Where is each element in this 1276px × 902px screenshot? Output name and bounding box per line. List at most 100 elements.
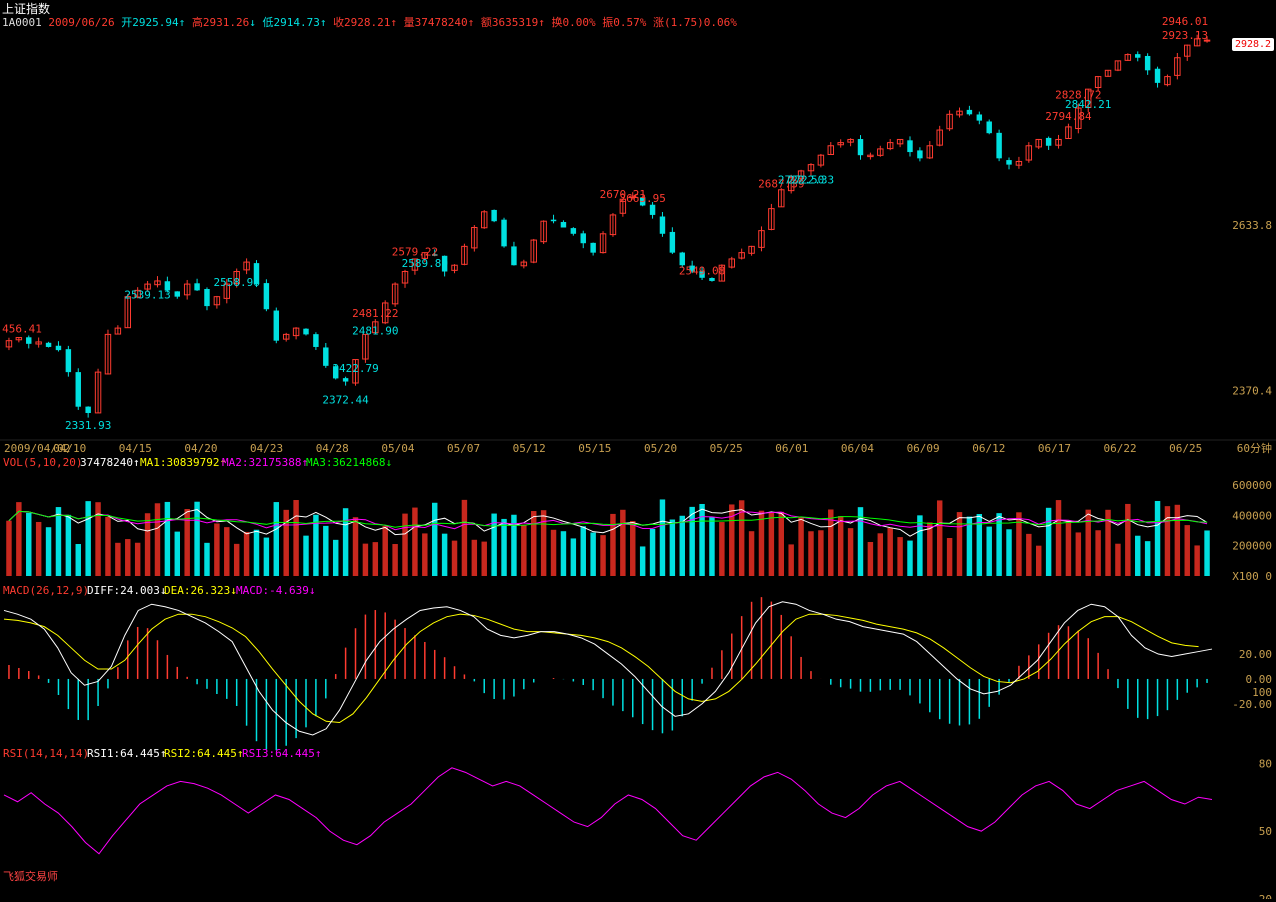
price-candle bbox=[421, 252, 429, 259]
change-value: 涨(1.75)0.06% bbox=[653, 16, 737, 29]
volume-bar bbox=[758, 510, 765, 576]
volume-bar bbox=[204, 542, 210, 576]
volume-bar bbox=[719, 522, 725, 576]
volume-axis-label: X100 0 bbox=[1232, 570, 1272, 583]
date-tick-label: 06/04 bbox=[841, 442, 874, 455]
price-candle bbox=[1045, 137, 1052, 146]
date-tick-label: 04/10 bbox=[53, 442, 86, 455]
price-candle bbox=[481, 211, 488, 229]
volume-bar bbox=[481, 541, 487, 576]
price-candle bbox=[401, 271, 409, 284]
price-candle bbox=[1015, 160, 1023, 166]
volume-legend-ma3: MA3:36214868↓ bbox=[306, 456, 392, 469]
volume-bar bbox=[1026, 533, 1032, 576]
volume-bar bbox=[1006, 529, 1012, 576]
price-candle bbox=[709, 278, 715, 281]
volume-bar bbox=[1204, 530, 1210, 576]
low-annotation: 2842.21 bbox=[1065, 98, 1111, 111]
macd-legend-diff: DIFF:24.003↓ bbox=[87, 584, 166, 597]
volume-bar bbox=[154, 503, 161, 576]
price-candle bbox=[619, 198, 627, 214]
volume-bar bbox=[1135, 535, 1141, 576]
price-candle bbox=[886, 142, 894, 150]
volume-bar bbox=[402, 513, 408, 576]
price-candle bbox=[154, 280, 161, 286]
volume-bar bbox=[580, 526, 586, 576]
volume-bar bbox=[639, 546, 646, 576]
date-tick-label: 05/07 bbox=[447, 442, 480, 455]
date-tick-label: 06/09 bbox=[907, 442, 940, 455]
volume-bar bbox=[1105, 509, 1111, 576]
volume-bar bbox=[1055, 500, 1062, 576]
macd-axis-label: -20.00 bbox=[1232, 698, 1272, 711]
price-candle bbox=[1104, 69, 1112, 77]
price-candle bbox=[550, 219, 557, 222]
price-candle bbox=[134, 289, 141, 298]
volume-bar bbox=[85, 501, 91, 576]
volume-bar bbox=[877, 533, 884, 576]
volume-bar bbox=[125, 539, 131, 576]
price-candle bbox=[65, 349, 72, 373]
price-candle bbox=[491, 209, 497, 222]
volume-bar bbox=[174, 531, 181, 576]
high-annotation: 2687.39 bbox=[758, 177, 804, 190]
price-candle bbox=[520, 261, 528, 267]
volume-bar bbox=[1085, 509, 1091, 576]
volume-bar bbox=[659, 499, 666, 576]
price-candle bbox=[1035, 138, 1042, 148]
price-candle bbox=[114, 327, 122, 335]
volume-bar bbox=[224, 527, 230, 576]
volume-bar bbox=[828, 509, 834, 576]
open-value: 开2925.94 bbox=[121, 16, 179, 29]
volume-bar bbox=[709, 517, 715, 576]
price-candle bbox=[837, 142, 844, 146]
rsi-legend-rsi2: RSI2:64.445↑ bbox=[164, 747, 243, 760]
price-candle bbox=[124, 296, 131, 329]
volume-bar bbox=[35, 521, 42, 576]
price-candle bbox=[381, 302, 389, 324]
price-candle bbox=[976, 114, 983, 121]
price-candle bbox=[323, 347, 329, 366]
price-candle bbox=[867, 154, 874, 158]
high-annotation: 2794.84 bbox=[1045, 110, 1092, 123]
volume-bar bbox=[323, 525, 329, 576]
low-annotation: 2539.13 bbox=[124, 289, 170, 302]
macd-dea-line bbox=[3, 613, 1199, 724]
price-candle bbox=[1065, 126, 1072, 139]
price-candle bbox=[936, 129, 943, 146]
volume-bar bbox=[511, 514, 517, 576]
volume-bar bbox=[600, 535, 606, 576]
volume-bar bbox=[897, 537, 903, 576]
macd-legend-name: MACD(26,12,9) bbox=[3, 584, 89, 597]
volume-ma2-line bbox=[8, 510, 1208, 531]
price-candle bbox=[1164, 76, 1171, 86]
volume-bar bbox=[936, 500, 943, 576]
price-candle bbox=[35, 341, 42, 345]
volume-bar bbox=[392, 544, 398, 576]
volume-bar bbox=[1115, 543, 1121, 576]
price-candle bbox=[560, 221, 567, 228]
price-candle bbox=[797, 170, 805, 180]
date-tick-label: 06/22 bbox=[1104, 442, 1137, 455]
volume-axis-label: 600000 bbox=[1232, 479, 1272, 492]
price-candle bbox=[817, 154, 825, 166]
volume-bar bbox=[1075, 532, 1082, 576]
price-candle bbox=[85, 406, 91, 413]
volume-bar bbox=[362, 543, 369, 576]
volume-bar bbox=[540, 510, 547, 576]
volume-bar bbox=[590, 532, 596, 576]
price-candle bbox=[689, 265, 695, 272]
volume-bar bbox=[887, 527, 893, 576]
date-tick-label: 05/15 bbox=[578, 442, 611, 455]
volume-bar bbox=[412, 507, 418, 576]
price-candle bbox=[204, 288, 210, 307]
low-annotation: 2481.90 bbox=[352, 325, 398, 338]
high-annotation: 456.41 bbox=[2, 323, 42, 336]
low-value: 低2914.73 bbox=[262, 16, 320, 29]
price-candle bbox=[986, 121, 992, 134]
volume-bar bbox=[798, 516, 804, 576]
volume-bar bbox=[1095, 530, 1101, 576]
high-annotation: 2579.22 bbox=[392, 245, 438, 258]
period-label: 60分钟 bbox=[1237, 441, 1272, 455]
